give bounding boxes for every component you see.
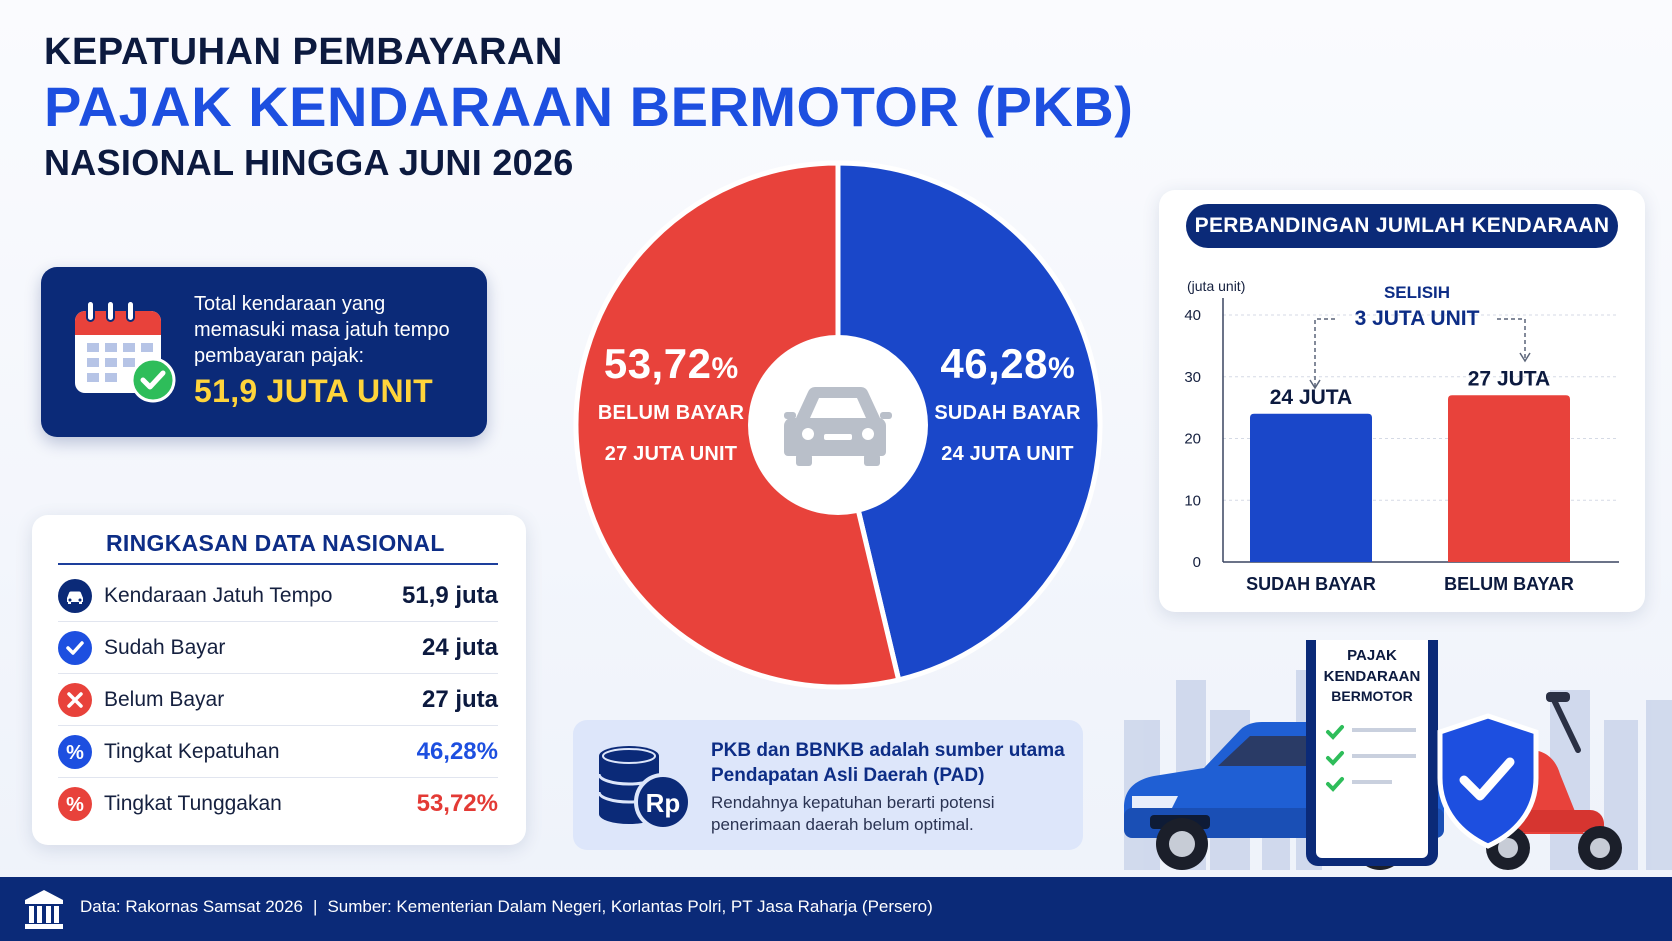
title-block: KEPATUHAN PEMBAYARAN PAJAK KENDARAAN BER… — [44, 30, 1133, 186]
summary-value: 53,72% — [416, 790, 498, 817]
car-icon — [783, 387, 892, 466]
pad-info-note: Rendahnya kepatuhan berarti potensi pene… — [711, 793, 995, 834]
summary-label: Sudah Bayar — [104, 636, 226, 659]
total-vehicles-description: Total kendaraan yang memasuki masa jatuh… — [194, 293, 450, 367]
summary-label: Belum Bayar — [104, 688, 225, 711]
pie-slice-label-unpaid: BELUM BAYAR — [597, 402, 745, 424]
percent-icon: % — [58, 787, 92, 821]
pie-label-unpaid: 53,72% BELUM BAYAR 27 JUTA UNIT — [596, 340, 746, 466]
x-category-label: SUDAH BAYAR — [1246, 574, 1376, 594]
cross-icon — [58, 683, 92, 717]
pie-pct-paid-sign: % — [1047, 352, 1075, 385]
car-icon — [58, 579, 92, 613]
footer-source-text: Data: Rakornas Samsat 2026 | Sumber: Kemen… — [80, 897, 933, 917]
summary-row-arrears: % Tingkat Tunggakan 53,72% — [58, 778, 498, 830]
title-line-2: PAJAK KENDARAAN BERMOTOR (PKB) — [44, 75, 1134, 138]
svg-text:%: % — [66, 742, 84, 764]
footer-separator: | — [313, 897, 318, 916]
summary-title: RINGKASAN DATA NASIONAL — [106, 530, 445, 556]
pie-pct-paid: 46,28% — [930, 340, 1085, 388]
rp-symbol: Rp — [646, 788, 681, 818]
pie-pct-unpaid-number: 53,72 — [603, 340, 712, 387]
summary-value: 24 juta — [421, 634, 498, 661]
pie-slice-label-paid: SUDAH BAYAR — [934, 402, 1081, 424]
clipboard-text-2: KENDARAAN — [1324, 668, 1421, 685]
footer: Data: Rakornas Samsat 2026 | Sumber: Kemen… — [0, 877, 1672, 941]
percent-icon: % — [58, 735, 92, 769]
bar-chart-y-ticks: 0 10 20 30 40 — [1184, 307, 1201, 571]
difference-value: 3 JUTA UNIT — [1355, 307, 1480, 330]
summary-row-unpaid: Belum Bayar 27 juta — [58, 674, 498, 726]
y-tick-label: 0 — [1193, 554, 1201, 571]
pie-slice-units-unpaid: 27 JUTA UNIT — [604, 443, 738, 465]
y-tick-label: 40 — [1184, 307, 1201, 324]
clipboard-text-1: PAJAK — [1347, 647, 1397, 664]
pie-pct-paid-number: 46,28 — [940, 340, 1048, 387]
bar-chart-title: PERBANDINGAN JUMLAH KENDARAAN — [1186, 204, 1618, 248]
summary-label: Tingkat Kepatuhan — [104, 740, 280, 763]
pad-info-headline: PKB dan BBNKB adalah sumber utama Pendap… — [711, 740, 1065, 786]
summary-card: RINGKASAN DATA NASIONAL Kendaraan Jatuh … — [32, 515, 526, 845]
bar-value-label: 24 JUTA — [1270, 386, 1352, 409]
difference-label: SELISIH — [1384, 283, 1450, 302]
clipboard-text-3: BERMOTOR — [1331, 688, 1412, 704]
bar-chart: (juta unit) 0 10 20 30 40 24 JUTA SUDAH BAYAR… — [1184, 278, 1619, 594]
check-icon — [58, 631, 92, 665]
pie-slice-unpaid — [573, 160, 902, 690]
bar-chart-bars: 24 JUTA SUDAH BAYAR 27 JUTA BELUM BAYAR — [1246, 367, 1574, 594]
summary-label: Kendaraan Jatuh Tempo — [104, 584, 333, 607]
bank-building-icon — [25, 890, 63, 929]
summary-row-compliance: % Tingkat Kepatuhan 46,28% — [58, 726, 498, 778]
summary-value: 27 juta — [421, 686, 498, 713]
donut-chart — [573, 160, 1103, 690]
bar-belum-bayar — [1448, 395, 1570, 562]
vehicles-illustration: PAJAK KENDARAAN BERMOTOR — [1124, 640, 1672, 870]
total-vehicles-card: Total kendaraan yang memasuki masa jatuh… — [41, 267, 487, 437]
summary-row-paid: Sudah Bayar 24 juta — [58, 622, 498, 674]
calendar-check-icon — [75, 300, 176, 403]
summary-row-due: Kendaraan Jatuh Tempo 51,9 juta — [58, 570, 498, 622]
coins-rp-icon: Rp — [597, 746, 692, 831]
footer-data: Data: Rakornas Samsat 2026 — [80, 897, 304, 916]
bar-sudah-bayar — [1250, 413, 1372, 562]
x-category-label: BELUM BAYAR — [1444, 574, 1574, 594]
bar-value-label: 27 JUTA — [1468, 367, 1550, 390]
bar-chart-ylabel: (juta unit) — [1187, 278, 1245, 294]
footer-source: Sumber: Kementerian Dalam Negeri, Korlan… — [327, 897, 933, 916]
summary-value: 46,28% — [416, 738, 498, 765]
y-tick-label: 10 — [1184, 492, 1201, 509]
pie-slice-units-paid: 24 JUTA UNIT — [941, 443, 1074, 465]
y-tick-label: 30 — [1184, 369, 1201, 386]
y-tick-label: 20 — [1184, 431, 1201, 448]
summary-label: Tingkat Tunggakan — [104, 792, 282, 815]
pad-info-card: Rp PKB dan BBNKB adalah sumber utama Pen… — [573, 720, 1083, 850]
pie-pct-unpaid-sign: % — [711, 352, 739, 385]
title-line-1: KEPATUHAN PEMBAYARAN — [44, 31, 563, 73]
summary-value: 51,9 juta — [401, 582, 498, 609]
bar-chart-card: (juta unit) 0 10 20 30 40 24 JUTA SUDAH BAYAR… — [1159, 190, 1645, 612]
summary-divider — [58, 563, 498, 565]
pie-slice-paid — [835, 160, 1103, 683]
total-vehicles-value: 51,9 JUTA UNIT — [194, 373, 433, 409]
clipboard-icon: PAJAK KENDARAAN BERMOTOR — [1306, 640, 1438, 866]
pie-label-paid: 46,28% SUDAH BAYAR 24 JUTA UNIT — [930, 340, 1085, 466]
svg-text:%: % — [66, 794, 84, 816]
difference-annotation: SELISIH 3 JUTA UNIT — [1309, 283, 1531, 390]
shield-check-icon — [1437, 713, 1539, 849]
title-line-3: NASIONAL HINGGA JUNI 2026 — [44, 142, 574, 183]
pie-pct-unpaid: 53,72% — [596, 340, 746, 388]
